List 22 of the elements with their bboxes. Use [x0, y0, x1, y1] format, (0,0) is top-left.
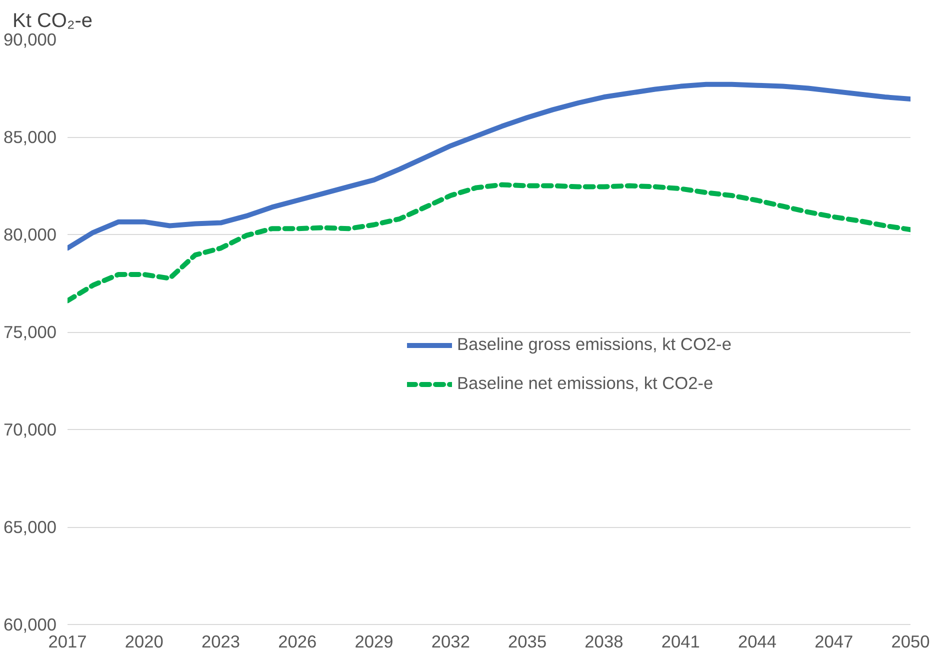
legend-label: Baseline net emissions, kt CO2-e — [457, 373, 714, 394]
x-tick-label: 2023 — [202, 632, 240, 652]
x-tick-label: 2026 — [278, 632, 317, 652]
y-tick-label: 90,000 — [4, 30, 56, 50]
y-tick-label: 60,000 — [4, 614, 56, 634]
y-axis-title: Kt CO₂-e — [12, 10, 92, 32]
x-tick-label: 2020 — [124, 632, 164, 652]
x-tick-label: 2038 — [584, 632, 624, 652]
y-tick-label: 70,000 — [4, 420, 56, 440]
y-tick-label: 80,000 — [4, 224, 56, 244]
x-tick-label: 2017 — [48, 632, 87, 652]
x-tick-label: 2029 — [354, 632, 394, 652]
x-tick-label: 2032 — [431, 632, 470, 652]
y-tick-label: 65,000 — [4, 517, 56, 537]
x-tick-label: 2047 — [814, 632, 854, 652]
legend-label: Baseline gross emissions, kt CO2-e — [457, 334, 732, 355]
x-tick-label: 2050 — [891, 632, 930, 652]
y-tick-label: 85,000 — [4, 127, 56, 147]
x-tick-label: 2041 — [661, 632, 700, 652]
y-tick-label: 75,000 — [4, 322, 56, 342]
x-tick-label: 2035 — [508, 632, 547, 652]
x-tick-label: 2044 — [738, 632, 777, 652]
